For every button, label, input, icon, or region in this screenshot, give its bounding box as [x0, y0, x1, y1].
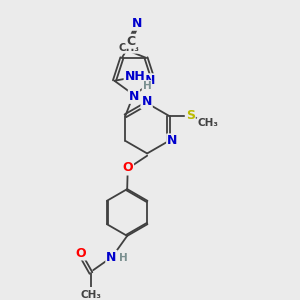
Text: C: C — [127, 35, 136, 48]
Text: N: N — [132, 17, 142, 30]
Text: NH: NH — [124, 70, 145, 83]
Text: N: N — [129, 90, 139, 103]
Text: O: O — [122, 161, 133, 175]
Text: S: S — [186, 109, 195, 122]
Text: N: N — [106, 251, 117, 264]
Text: O: O — [76, 247, 86, 260]
Text: N: N — [145, 74, 155, 87]
Text: CH₃: CH₃ — [80, 290, 101, 300]
Text: H: H — [142, 81, 151, 91]
Text: CH₃: CH₃ — [197, 118, 218, 128]
Text: N: N — [167, 134, 178, 147]
Text: N: N — [141, 95, 152, 108]
Text: H: H — [119, 253, 128, 263]
Text: CH₃: CH₃ — [118, 43, 140, 53]
